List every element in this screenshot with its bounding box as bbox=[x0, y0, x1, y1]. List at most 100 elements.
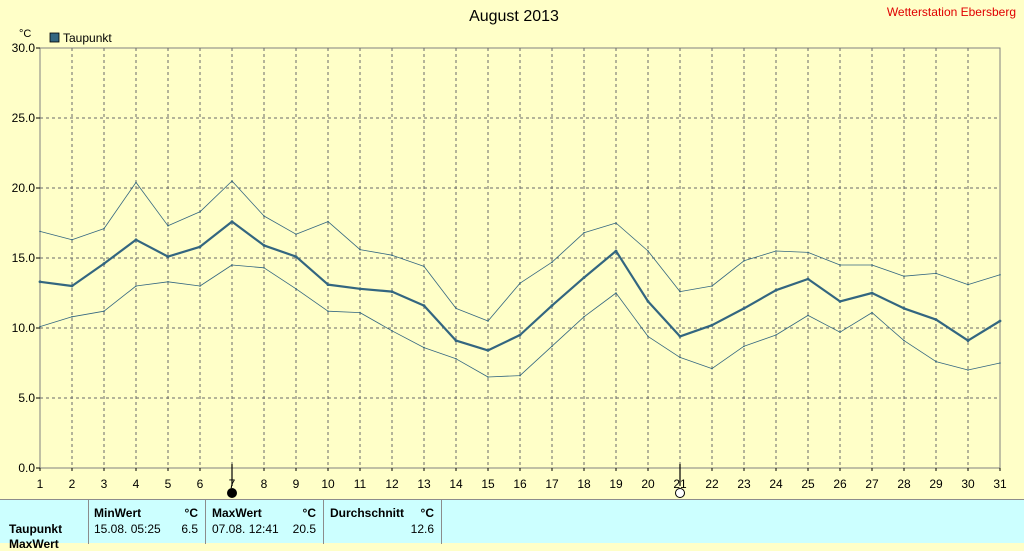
data-point-max bbox=[71, 239, 73, 241]
x-tick-label: 18 bbox=[577, 477, 591, 491]
data-point-mean bbox=[710, 323, 714, 327]
data-point-mean bbox=[358, 287, 362, 291]
data-point-max bbox=[871, 264, 873, 266]
data-point-mean bbox=[454, 339, 458, 342]
data-point-min bbox=[679, 356, 681, 359]
stats-max-unit: °C bbox=[302, 506, 316, 520]
data-point-max bbox=[615, 222, 617, 224]
data-point-max bbox=[263, 215, 265, 217]
data-point-max bbox=[807, 251, 809, 254]
data-point-mean bbox=[838, 300, 842, 303]
statistics-panel: Taupunkt MaxWert MinWert °C 15.08. 05:25… bbox=[0, 499, 1024, 551]
x-tick-label: 24 bbox=[769, 477, 783, 491]
data-point-min bbox=[775, 334, 777, 336]
data-point-max bbox=[967, 283, 969, 286]
data-point-max bbox=[711, 285, 713, 287]
x-tick-label: 12 bbox=[385, 477, 399, 491]
data-point-min bbox=[103, 310, 105, 313]
data-point-min bbox=[519, 374, 521, 377]
stats-avg-unit: °C bbox=[420, 506, 434, 520]
data-point-mean bbox=[614, 249, 618, 253]
data-point-mean bbox=[582, 276, 586, 279]
x-tick-label: 6 bbox=[197, 477, 204, 491]
data-point-max bbox=[647, 250, 649, 252]
data-point-max bbox=[743, 260, 745, 262]
chart: August 2013 Wetterstation Ebersberg °C T… bbox=[12, 5, 1016, 498]
data-point-max bbox=[391, 254, 393, 256]
data-point-max bbox=[775, 250, 777, 252]
x-tick-label: 30 bbox=[961, 477, 975, 491]
marker-filled-circle bbox=[227, 488, 237, 498]
x-tick-label: 8 bbox=[261, 477, 268, 491]
data-point-mean bbox=[998, 319, 1002, 323]
data-point-max bbox=[455, 307, 457, 310]
chart-title: August 2013 bbox=[469, 8, 559, 25]
data-point-mean bbox=[134, 238, 138, 242]
stats-max-header: MaxWert bbox=[212, 506, 262, 520]
data-point-mean bbox=[678, 335, 682, 338]
legend-label: Taupunkt bbox=[63, 31, 112, 45]
data-point-min bbox=[711, 367, 713, 370]
data-point-max bbox=[679, 290, 681, 293]
marker-open-circle bbox=[675, 488, 685, 498]
data-point-mean bbox=[550, 304, 554, 307]
x-tick-label: 17 bbox=[545, 477, 559, 491]
data-point-max bbox=[423, 265, 425, 268]
data-point-min bbox=[647, 335, 649, 338]
stats-avg-value: 12.6 bbox=[410, 522, 434, 536]
data-point-mean bbox=[70, 284, 74, 288]
data-point-mean bbox=[870, 291, 874, 295]
x-tick-label: 26 bbox=[833, 477, 847, 491]
data-point-min bbox=[551, 345, 553, 348]
x-tick-label: 15 bbox=[481, 477, 495, 491]
x-tick-label: 4 bbox=[133, 477, 140, 491]
data-point-mean bbox=[934, 318, 938, 321]
data-point-min bbox=[327, 310, 329, 313]
data-point-min bbox=[167, 281, 169, 283]
data-point-mean bbox=[774, 288, 778, 292]
stats-min-datetime: 15.08. 05:25 bbox=[94, 522, 161, 536]
x-tick-label: 1 bbox=[37, 477, 44, 491]
data-point-max bbox=[999, 274, 1001, 276]
x-tick-label: 5 bbox=[165, 477, 172, 491]
data-point-min bbox=[71, 316, 73, 318]
y-axis-unit: °C bbox=[19, 28, 31, 40]
data-point-mean bbox=[198, 245, 202, 249]
data-point-mean bbox=[294, 255, 298, 258]
data-point-mean bbox=[166, 255, 170, 258]
x-tick-label: 3 bbox=[101, 477, 108, 491]
stats-row2-label: MaxWert bbox=[9, 537, 59, 551]
data-point-min bbox=[967, 369, 969, 371]
stats-max-datetime: 07.08. 12:41 bbox=[212, 522, 279, 536]
data-point-min bbox=[999, 362, 1001, 364]
stats-label-cell: Taupunkt MaxWert bbox=[0, 500, 89, 551]
data-point-mean bbox=[966, 339, 970, 342]
y-tick-label: 10.0 bbox=[12, 321, 36, 335]
stats-max-value: 20.5 bbox=[292, 522, 316, 536]
x-tick-label: 16 bbox=[513, 477, 527, 491]
data-point-min bbox=[935, 360, 937, 363]
data-point-min bbox=[39, 325, 41, 328]
data-point-max bbox=[327, 220, 329, 223]
data-point-max bbox=[359, 248, 361, 251]
x-tick-label: 14 bbox=[449, 477, 463, 491]
data-point-max bbox=[583, 232, 585, 234]
x-tick-label: 13 bbox=[417, 477, 431, 491]
x-tick-label: 25 bbox=[801, 477, 815, 491]
x-tick-label: 27 bbox=[865, 477, 879, 491]
data-point-mean bbox=[230, 220, 234, 224]
data-point-max bbox=[231, 180, 233, 182]
x-tick-label: 2 bbox=[69, 477, 76, 491]
data-point-min bbox=[295, 288, 297, 290]
x-tick-label: 28 bbox=[897, 477, 911, 491]
data-point-mean bbox=[518, 333, 522, 337]
data-point-min bbox=[903, 339, 905, 342]
data-point-max bbox=[935, 272, 937, 275]
data-point-max bbox=[295, 233, 297, 235]
data-point-max bbox=[839, 264, 841, 266]
y-tick-label: 15.0 bbox=[12, 251, 36, 265]
data-point-mean bbox=[262, 244, 266, 247]
data-point-min bbox=[487, 376, 489, 378]
x-tick-label: 11 bbox=[354, 477, 367, 491]
series-layer bbox=[38, 180, 1002, 378]
